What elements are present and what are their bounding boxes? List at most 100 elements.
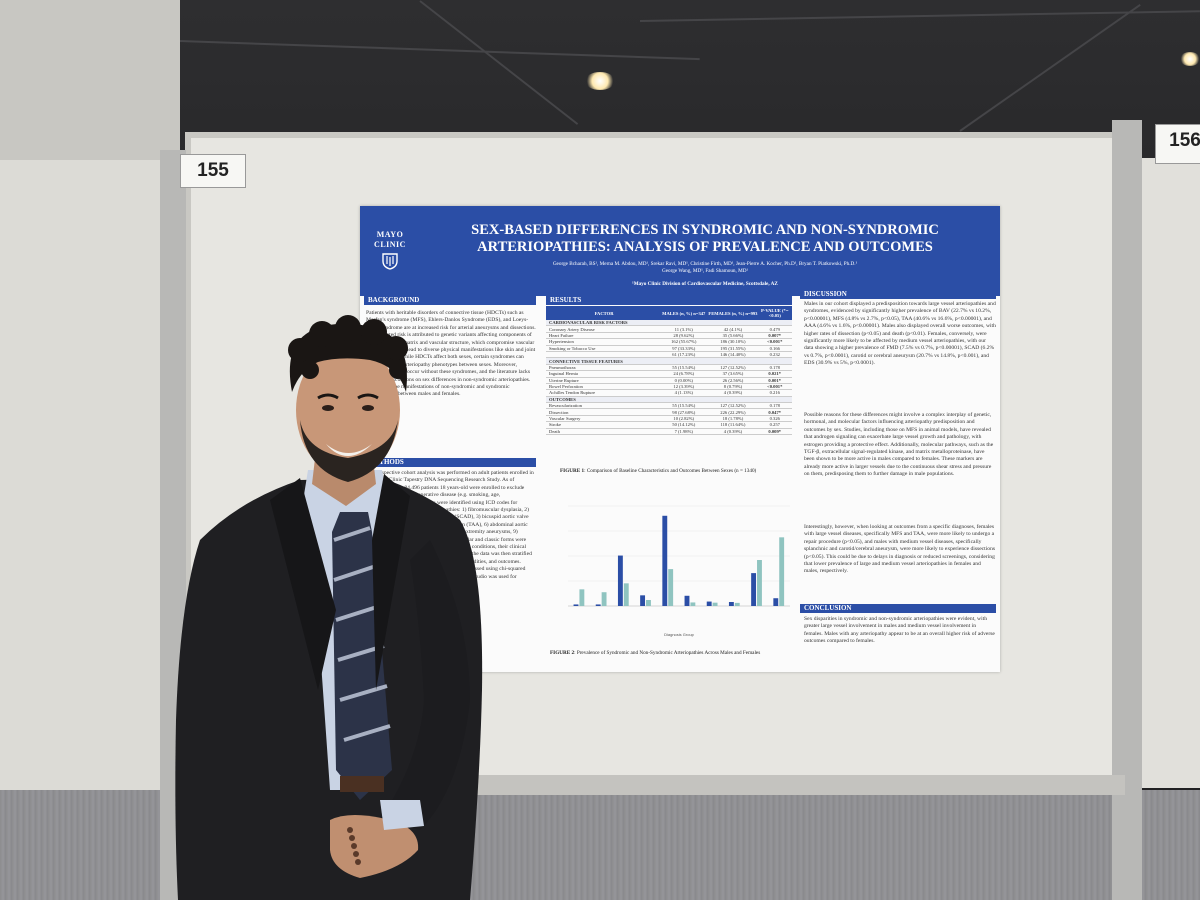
discussion-heading: DISCUSSION	[800, 290, 996, 299]
results-table: FACTOR MALES (n, %) n=347 FEMALES (n, %)…	[546, 306, 792, 436]
table-row: Hypertension 162 (55.67%) 186 (30.10%) <0.0…	[546, 339, 792, 346]
table-cell: 0.326	[769, 416, 780, 422]
ceiling-truss	[179, 40, 700, 61]
background-text: Patients with heritable disorders of con…	[366, 310, 536, 398]
header-males: MALES (n, %) n=347	[662, 310, 706, 316]
bar-series-1	[595, 604, 601, 606]
table-row: Achilles Tendon Rupture 4 (1.13%) 4 (0.39%…	[546, 390, 792, 397]
bar-series-2	[690, 602, 696, 606]
table-cell: 37 (3.65%)	[722, 371, 744, 377]
bar-series-2	[668, 569, 674, 606]
table-cell: 0.178	[769, 364, 780, 370]
table-row: Uterine Rupture 0 (0.00%) 26 (2.56%) 0.001*	[546, 378, 792, 384]
table-cell: 18 (1.78%)	[722, 416, 744, 422]
table-row: Dissection 98 (27.68%) 226 (22.29%) 0.047*	[546, 409, 792, 416]
table-cell: 0.001*	[768, 377, 782, 383]
board-frame-pole	[1112, 120, 1142, 900]
table-cell: <0.001*	[767, 384, 783, 390]
table-cell: 162 (55.67%)	[671, 339, 697, 345]
methods-text: A retrospective cohort analysis was perf…	[366, 470, 534, 588]
table-cell: 226 (22.29%)	[720, 409, 746, 415]
table-cell: Dissection	[549, 409, 569, 415]
table-cell: Uterine Rupture	[549, 377, 579, 383]
bar-series-2	[646, 600, 651, 606]
conclusion-text: Sex disparities in syndromic and non-syn…	[804, 616, 995, 645]
table-cell: 195 (31.55%)	[720, 345, 746, 351]
research-poster: MAYO CLINIC SEX-BASED DIFFERENCES IN SYN…	[360, 206, 1000, 672]
header-pvalue: P-VALUE (*= <0.05)	[761, 308, 789, 318]
poster-board-right	[1140, 158, 1200, 788]
group-name: OUTCOMES	[549, 396, 576, 402]
discussion-text-2: Possible reasons for these differences m…	[804, 412, 994, 478]
table-cell: 4 (0.39%)	[723, 428, 743, 434]
table-row: Coronary Artery Disease 11 (3.1%) 42 (4.1%…	[546, 326, 792, 333]
table-cell: 55 (15.54%)	[672, 403, 696, 409]
shield-icon	[382, 253, 398, 270]
table-cell: 97 (33.33%)	[672, 345, 696, 351]
table-cell: 26 (2.56%)	[722, 377, 744, 383]
table-cell: 0.178	[769, 403, 780, 409]
poster-title-line-2: ARTERIOPATHIES: ANALYSIS OF PREVALENCE A…	[477, 239, 933, 255]
table-cell: 10 (2.82%)	[673, 416, 695, 422]
table-row: Stroke 50 (14.12%) 118 (11.64%) 0.257	[546, 422, 792, 429]
group-name: CARDIOVASCULAR RISK FACTORS	[549, 320, 628, 326]
booth-number-156: 156	[1155, 124, 1200, 164]
methods-heading: METHODS	[364, 458, 536, 467]
poster-header: MAYO CLINIC SEX-BASED DIFFERENCES IN SYN…	[360, 206, 1000, 296]
table-header: FACTOR MALES (n, %) n=347 FEMALES (n, %)…	[546, 306, 792, 320]
bar-series-1	[706, 601, 712, 606]
bar-series-2	[623, 583, 629, 606]
ceiling-truss	[419, 0, 579, 125]
poster-title-line-1: SEX-BASED DIFFERENCES IN SYNDROMIC AND N…	[471, 222, 939, 238]
table-cell: Stroke	[549, 422, 561, 428]
table-cell: Heart Failure	[549, 332, 574, 338]
figure-2-caption: FIGURE 2: Prevalence of Syndromic and No…	[550, 650, 800, 656]
table-cell: 4 (1.13%)	[674, 390, 693, 396]
table-cell: Smoking or Tobacco Use	[549, 345, 596, 351]
table-cell: 61 (17.23%)	[672, 352, 696, 358]
table-cell: 8 (0.79%)	[723, 384, 743, 390]
results-heading: RESULTS	[546, 296, 792, 305]
table-cell: Hypertension	[549, 339, 574, 345]
group-name: CONNECTIVE TISSUE FEATURES	[549, 358, 623, 364]
table-cell: Pneumothorax	[549, 364, 576, 370]
x-axis-label: Diagnosis Group	[664, 632, 695, 637]
table-row: Inguinal Hernia 24 (6.78%) 37 (3.65%) 0.021…	[546, 371, 792, 378]
poster-title: SEX-BASED DIFFERENCES IN SYNDROMIC AND N…	[420, 222, 990, 256]
bar-series-1	[751, 573, 757, 606]
table-row: Vascular Surgery 10 (2.82%) 18 (1.78%) 0.32…	[546, 416, 792, 423]
booth-number-155: 155	[180, 154, 246, 188]
bar-series-1	[640, 595, 646, 606]
authors-line-2: George Wang, MD¹, Fadi Shamoun, MD¹	[661, 268, 749, 274]
bar-series-2	[712, 602, 718, 606]
table-cell: 12 (3.39%)	[673, 384, 695, 390]
table-cell: Vascular Surgery	[549, 416, 581, 422]
logo-line-1: MAYO	[376, 230, 404, 239]
table-cell: 0.216	[769, 390, 780, 396]
table-row: 61 (17.23%) 146 (14.40%) 0.232	[546, 352, 792, 359]
bar-series-1	[684, 595, 690, 606]
poster-authors: George Bcharah, BS¹, Merna M. Abdou, MD¹…	[420, 261, 990, 275]
header-factor: FACTOR	[594, 310, 614, 316]
bar-series-2	[601, 592, 607, 606]
ceiling-light	[1180, 52, 1200, 66]
table-cell: 98 (27.68%)	[672, 409, 696, 415]
table-cell: 127 (12.52%)	[720, 364, 746, 370]
table-cell: 186 (30.10%)	[720, 339, 746, 345]
table-cell: <0.001*	[767, 339, 783, 345]
board-frame-pole	[160, 150, 186, 900]
table-cell: 28 (9.62%)	[673, 332, 695, 338]
ceiling-light	[585, 72, 615, 90]
table-cell: Coronary Artery Disease	[549, 326, 595, 332]
mayo-clinic-logo: MAYO CLINIC	[370, 230, 410, 286]
table-row: Revascularization 55 (15.54%) 127 (12.52%)…	[546, 403, 792, 410]
figure-1-caption-text: : Comparison of Baseline Characteristics…	[584, 468, 757, 474]
poster-board-left	[0, 160, 185, 790]
table-cell: 0.021*	[768, 371, 782, 377]
bar-series-2	[734, 602, 740, 606]
table-cell: Death	[549, 428, 560, 434]
table-cell: 7 (1.98%)	[674, 428, 693, 434]
arteriopathy-bar-chart: Diagnosis Group	[568, 505, 790, 637]
table-cell: 50 (14.12%)	[672, 422, 696, 428]
